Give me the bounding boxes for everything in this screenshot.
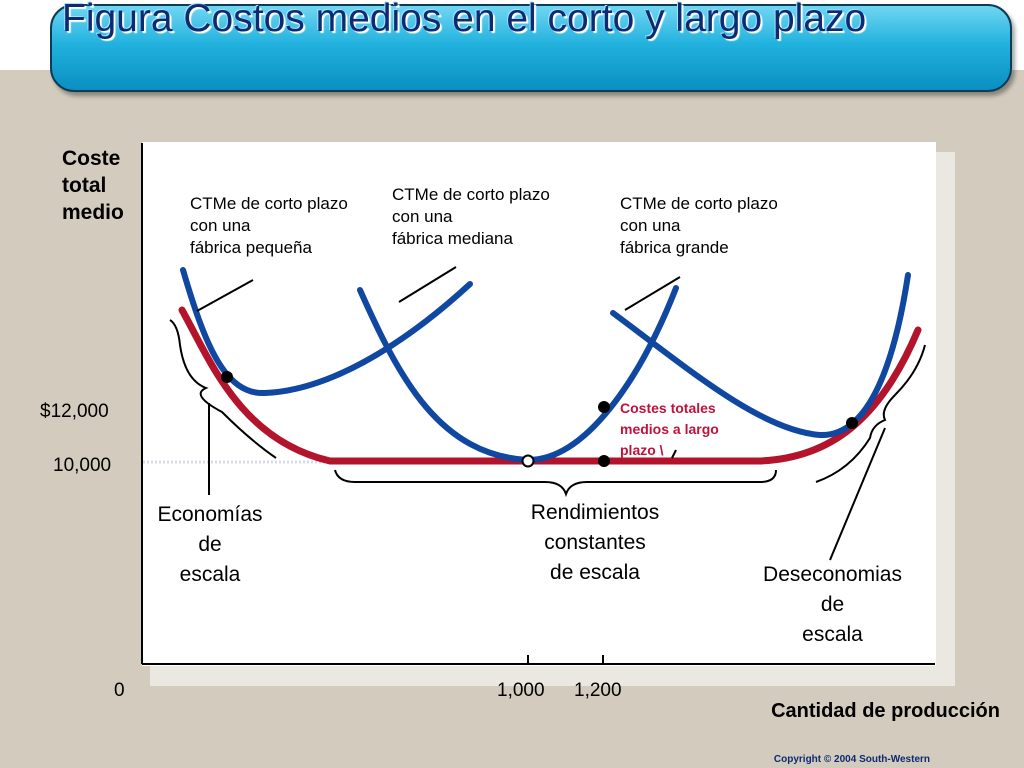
page-title: Figura Costos medios en el corto y largo… bbox=[62, 0, 867, 40]
pointer-small bbox=[196, 279, 254, 312]
y-tick-label-10000: 10,000 bbox=[53, 455, 112, 476]
x-tick-label-1000: 1,000 bbox=[497, 680, 545, 701]
origin-label: 0 bbox=[114, 680, 125, 701]
point-large-tangent bbox=[846, 417, 858, 429]
point-small-tangent bbox=[221, 371, 233, 383]
plot-area bbox=[142, 142, 936, 666]
label-constant-returns: Rendimientos constantes de escala bbox=[530, 501, 660, 584]
label-large-plant: CTMe de corto plazo con una fábrica gran… bbox=[620, 194, 778, 257]
title-bar bbox=[50, 4, 1012, 92]
label-diseconomies-of-scale: Deseconomias de escala bbox=[763, 563, 902, 646]
copyright: Copyright © 2004 South-Western bbox=[773, 754, 930, 765]
pointer-large bbox=[624, 276, 681, 311]
label-medium-plant: CTMe de corto plazo con una fábrica medi… bbox=[392, 185, 550, 248]
x-tick-label-1200: 1,200 bbox=[574, 680, 622, 701]
label-small-plant: CTMe de corto plazo con una fábrica pequ… bbox=[190, 194, 348, 257]
label-long-run-atc: Costes totales medios a largo plazo \ bbox=[620, 400, 719, 458]
brace-constant bbox=[334, 469, 777, 498]
pointer-medium bbox=[398, 266, 457, 303]
long-run-atc-curve bbox=[178, 306, 922, 465]
brace-diseconomies bbox=[815, 344, 926, 483]
y-axis-label: Coste total medio bbox=[62, 147, 124, 224]
point-1200-sr bbox=[598, 401, 610, 413]
pointer-long-run bbox=[671, 449, 677, 459]
label-economies-of-scale: Economías de escala bbox=[157, 503, 263, 586]
x-axis-label: Cantidad de producción bbox=[771, 700, 1000, 722]
short-run-atc-small bbox=[180, 267, 473, 397]
point-1000-min bbox=[521, 454, 535, 468]
short-run-atc-large bbox=[610, 272, 911, 439]
point-1200-lr bbox=[598, 455, 610, 467]
brace-economies bbox=[169, 319, 277, 459]
y-tick-label-12000: $12,000 bbox=[40, 401, 109, 422]
pointer-diseconomies bbox=[829, 427, 886, 561]
